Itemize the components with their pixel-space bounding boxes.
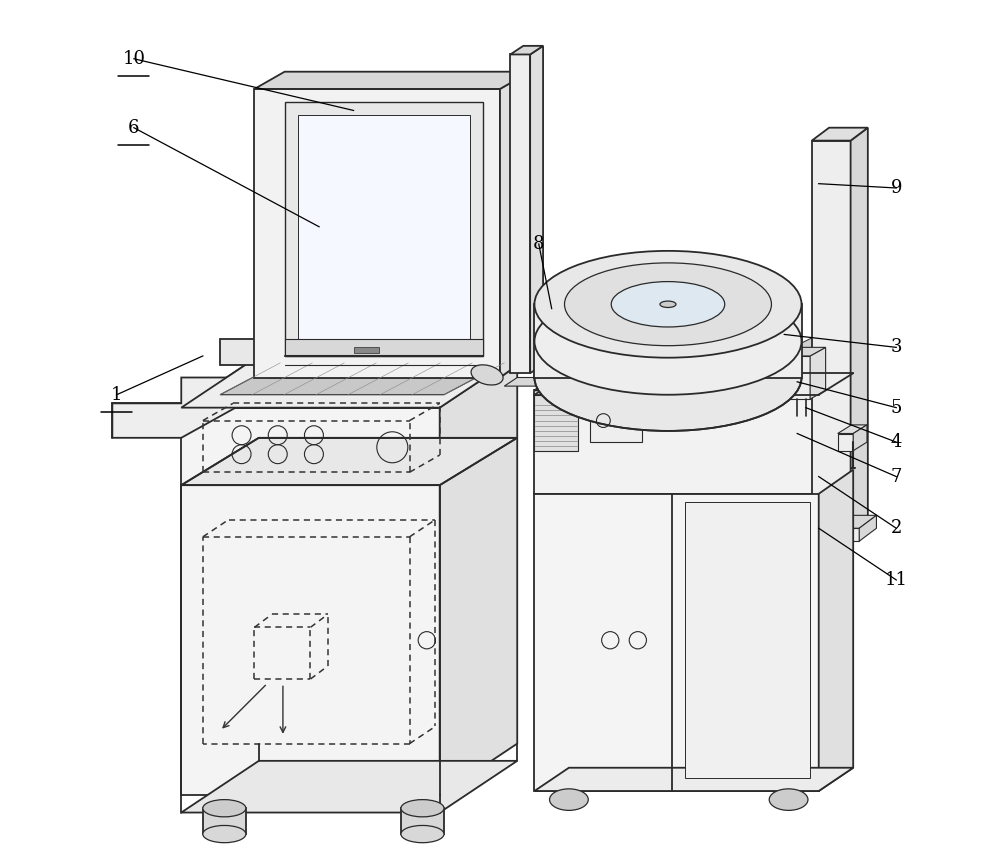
Polygon shape [534, 494, 819, 791]
Polygon shape [838, 434, 853, 451]
Polygon shape [853, 425, 867, 451]
Polygon shape [793, 335, 819, 365]
Text: 2: 2 [891, 519, 902, 538]
Polygon shape [259, 332, 517, 341]
Polygon shape [510, 55, 530, 373]
Polygon shape [440, 356, 517, 795]
Polygon shape [254, 330, 526, 348]
Polygon shape [534, 768, 853, 791]
Polygon shape [203, 808, 246, 834]
Text: 5: 5 [891, 399, 902, 417]
Polygon shape [534, 304, 802, 377]
Polygon shape [543, 368, 845, 386]
Polygon shape [771, 356, 810, 399]
Polygon shape [819, 365, 853, 494]
Polygon shape [500, 72, 530, 377]
Polygon shape [803, 515, 876, 528]
Ellipse shape [203, 825, 246, 843]
Polygon shape [530, 46, 543, 373]
Ellipse shape [401, 825, 444, 843]
Polygon shape [851, 127, 868, 528]
Polygon shape [812, 127, 868, 140]
Text: 11: 11 [885, 571, 908, 589]
Polygon shape [534, 348, 793, 365]
Text: 10: 10 [122, 49, 145, 68]
Polygon shape [510, 46, 543, 55]
Polygon shape [685, 502, 810, 778]
Polygon shape [285, 339, 483, 356]
Text: 3: 3 [891, 338, 902, 356]
Ellipse shape [550, 789, 588, 811]
Ellipse shape [534, 251, 802, 358]
Ellipse shape [534, 324, 802, 431]
Polygon shape [254, 89, 500, 377]
Polygon shape [534, 390, 819, 494]
Polygon shape [254, 72, 530, 89]
Polygon shape [181, 356, 517, 407]
Polygon shape [803, 528, 859, 541]
Ellipse shape [534, 288, 802, 394]
Polygon shape [298, 114, 470, 343]
Polygon shape [112, 377, 259, 438]
Ellipse shape [769, 789, 808, 811]
Polygon shape [181, 356, 517, 407]
Text: 8: 8 [533, 235, 545, 253]
Ellipse shape [660, 301, 676, 308]
Polygon shape [838, 425, 867, 434]
Ellipse shape [565, 263, 771, 346]
Ellipse shape [611, 282, 725, 327]
Polygon shape [590, 399, 642, 442]
Polygon shape [534, 365, 853, 390]
Polygon shape [285, 101, 483, 356]
Polygon shape [220, 339, 500, 365]
Polygon shape [504, 377, 552, 386]
Polygon shape [819, 470, 853, 791]
Polygon shape [859, 515, 876, 541]
Polygon shape [354, 348, 379, 354]
Text: 1: 1 [111, 386, 122, 404]
Polygon shape [181, 761, 517, 812]
Ellipse shape [401, 799, 444, 817]
Polygon shape [534, 355, 819, 368]
Polygon shape [401, 808, 444, 834]
Text: 4: 4 [891, 434, 902, 451]
Text: 6: 6 [128, 119, 140, 137]
Polygon shape [812, 140, 851, 528]
Text: 9: 9 [891, 179, 902, 197]
Text: 7: 7 [891, 467, 902, 486]
Ellipse shape [203, 799, 246, 817]
Polygon shape [810, 348, 826, 399]
Polygon shape [181, 438, 517, 486]
Polygon shape [771, 348, 826, 356]
Ellipse shape [471, 365, 503, 385]
Polygon shape [181, 407, 440, 795]
Polygon shape [534, 394, 578, 451]
Polygon shape [267, 356, 530, 377]
Polygon shape [220, 363, 504, 394]
